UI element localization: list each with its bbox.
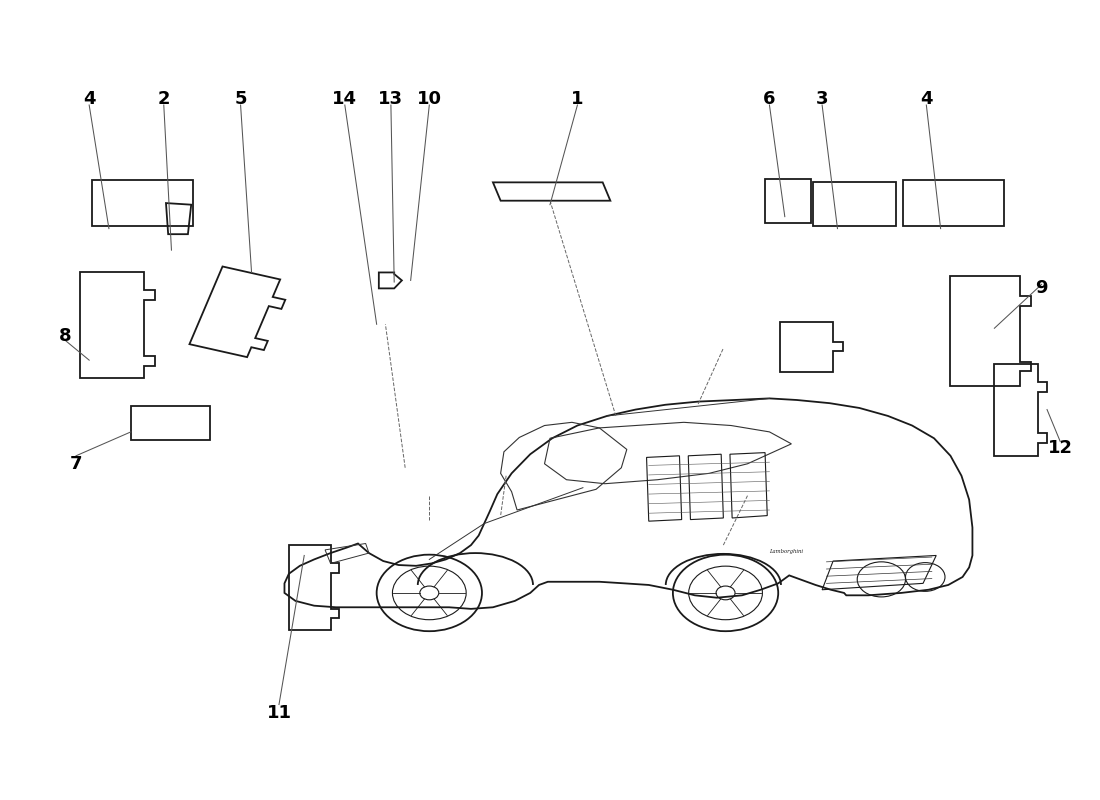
Text: 4: 4 xyxy=(920,90,933,108)
Text: 7: 7 xyxy=(69,454,82,473)
Text: 5: 5 xyxy=(234,90,246,108)
Text: 9: 9 xyxy=(1035,279,1048,298)
Bar xyxy=(903,180,1004,226)
Text: 6: 6 xyxy=(763,90,776,108)
Bar xyxy=(131,406,210,440)
Bar xyxy=(766,179,811,223)
Text: 4: 4 xyxy=(82,90,96,108)
Text: 2: 2 xyxy=(157,90,170,108)
Text: 14: 14 xyxy=(332,90,358,108)
Text: 13: 13 xyxy=(378,90,404,108)
Text: 3: 3 xyxy=(816,90,828,108)
Text: 8: 8 xyxy=(58,327,72,346)
Text: Lamborghini: Lamborghini xyxy=(769,549,803,554)
Text: 11: 11 xyxy=(266,703,292,722)
Text: 12: 12 xyxy=(1047,439,1072,457)
Text: 10: 10 xyxy=(417,90,442,108)
Text: 1: 1 xyxy=(571,90,584,108)
Bar xyxy=(813,182,895,226)
Bar xyxy=(92,180,194,226)
